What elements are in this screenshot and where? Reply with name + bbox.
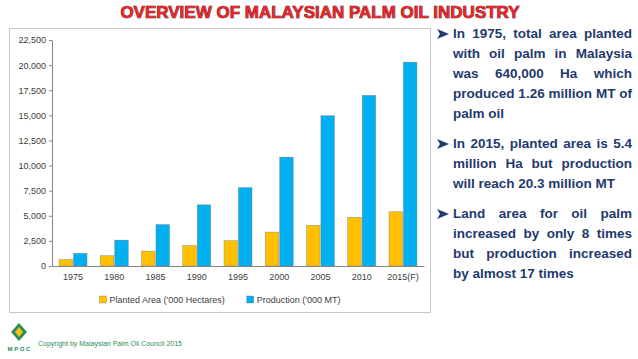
y-tick-mark bbox=[49, 115, 52, 116]
x-tick: 1980 bbox=[104, 266, 124, 282]
y-tick-label: 22,500 bbox=[18, 35, 46, 45]
y-axis-line bbox=[52, 41, 53, 267]
y-tick-mark bbox=[49, 65, 52, 66]
bar bbox=[389, 212, 403, 266]
bullet-list: In 1975, total area planted with oil pal… bbox=[436, 24, 632, 294]
bar bbox=[321, 116, 335, 266]
y-tick: 0 bbox=[41, 261, 52, 271]
y-tick-mark bbox=[49, 140, 52, 141]
legend-label: Planted Area ('000 Hectares) bbox=[109, 295, 224, 305]
x-tick-label: 1995 bbox=[228, 272, 248, 282]
x-tick: 2015(F) bbox=[387, 266, 419, 282]
bullet: In 1975, total area planted with oil pal… bbox=[436, 24, 632, 124]
legend-swatch bbox=[247, 296, 254, 303]
x-tick-label: 1975 bbox=[63, 272, 83, 282]
bullet-text: In 2015, planted area is 5.4 million Ha … bbox=[453, 134, 632, 194]
y-tick-label: 20,000 bbox=[18, 60, 46, 70]
y-tick-label: 0 bbox=[41, 261, 46, 271]
legend-item: Production ('000 MT) bbox=[247, 295, 341, 305]
bullet-arrow bbox=[436, 138, 450, 150]
y-tick: 22,500 bbox=[18, 35, 52, 45]
bullet-arrow-shape bbox=[437, 139, 449, 149]
x-tick: 1975 bbox=[63, 266, 83, 282]
x-tick: 1995 bbox=[228, 266, 248, 282]
bar bbox=[238, 188, 252, 266]
y-tick-label: 12,500 bbox=[18, 136, 46, 146]
bar bbox=[403, 62, 417, 266]
bar bbox=[265, 232, 279, 266]
y-tick-label: 2,500 bbox=[23, 236, 46, 246]
bar bbox=[142, 251, 156, 266]
bar bbox=[307, 225, 321, 266]
x-tick-label: 2005 bbox=[310, 272, 330, 282]
y-tick: 5,000 bbox=[23, 211, 52, 221]
logo-text: M P O C bbox=[8, 346, 32, 352]
bar bbox=[348, 217, 362, 266]
copyright: Copyright by Malaysian Palm Oil Council … bbox=[38, 340, 182, 348]
y-tick-mark bbox=[49, 166, 52, 167]
y-tick-label: 15,000 bbox=[18, 111, 46, 121]
x-tick-label: 2015(F) bbox=[387, 272, 419, 282]
y-tick: 15,000 bbox=[18, 111, 52, 121]
bar bbox=[156, 225, 170, 266]
y-tick: 12,500 bbox=[18, 136, 52, 146]
title: OVERVIEW OF MALAYSIAN PALM OIL INDUSTRY bbox=[120, 3, 520, 22]
bar bbox=[100, 256, 114, 266]
bar bbox=[224, 240, 238, 266]
y-tick: 2,500 bbox=[23, 236, 52, 246]
bar bbox=[73, 253, 87, 266]
y-tick-label: 10,000 bbox=[18, 161, 46, 171]
bar bbox=[115, 240, 129, 266]
x-axis: 1975 1980 1985 1990 1995 2000 2005 2010 2015(F) bbox=[53, 266, 425, 282]
x-tick: 2005 bbox=[310, 266, 330, 282]
y-tick-mark bbox=[49, 266, 52, 267]
logo: M P O C bbox=[8, 323, 32, 352]
x-tick-label: 1980 bbox=[104, 272, 124, 282]
y-tick-mark bbox=[49, 191, 52, 192]
bullet-arrow bbox=[436, 208, 450, 220]
bar bbox=[362, 95, 376, 266]
bullet-arrow-shape bbox=[437, 209, 449, 219]
x-tick-label: 1990 bbox=[187, 272, 207, 282]
bullet: In 2015, planted area is 5.4 million Ha … bbox=[436, 134, 632, 194]
y-tick: 10,000 bbox=[18, 161, 52, 171]
y-tick-label: 7,500 bbox=[23, 186, 46, 196]
x-tick-label: 2010 bbox=[352, 272, 372, 282]
y-tick-label: 17,500 bbox=[18, 86, 46, 96]
bullet: Land area for oil palm increased by only… bbox=[436, 204, 632, 284]
bullet-arrow-shape bbox=[437, 29, 449, 39]
y-axis: 0 2,500 5,000 7,500 10,000 12,500 15,000 17,500… bbox=[18, 35, 52, 271]
x-tick: 2000 bbox=[269, 266, 289, 282]
bar bbox=[59, 260, 73, 266]
x-tick-label: 1985 bbox=[146, 272, 166, 282]
plot-area bbox=[59, 62, 417, 266]
bullet-text: In 1975, total area planted with oil pal… bbox=[453, 24, 632, 124]
legend-item: Planted Area ('000 Hectares) bbox=[99, 295, 224, 305]
y-tick-mark bbox=[49, 40, 52, 41]
logo-inner bbox=[15, 327, 23, 337]
y-tick-mark bbox=[49, 216, 52, 217]
bar bbox=[183, 246, 197, 266]
x-tick: 1990 bbox=[187, 266, 207, 282]
y-tick-mark bbox=[49, 90, 52, 91]
y-tick: 17,500 bbox=[18, 86, 52, 96]
legend-label: Production ('000 MT) bbox=[257, 295, 341, 305]
x-tick-label: 2000 bbox=[269, 272, 289, 282]
bar bbox=[197, 205, 211, 266]
y-tick: 20,000 bbox=[18, 60, 52, 70]
x-tick: 2010 bbox=[352, 266, 372, 282]
legend-swatch bbox=[99, 296, 106, 303]
logo-shape bbox=[11, 323, 27, 341]
y-tick-mark bbox=[49, 241, 52, 242]
y-tick: 7,500 bbox=[23, 186, 52, 196]
legend: Planted Area ('000 Hectares) Production (… bbox=[99, 295, 340, 305]
x-axis-line bbox=[53, 266, 425, 267]
x-tick: 1985 bbox=[146, 266, 166, 282]
bullet-text: Land area for oil palm increased by only… bbox=[453, 204, 632, 284]
bar bbox=[280, 157, 294, 266]
y-tick-label: 5,000 bbox=[23, 211, 46, 221]
bullet-arrow bbox=[436, 28, 450, 40]
chart-frame bbox=[10, 29, 431, 313]
